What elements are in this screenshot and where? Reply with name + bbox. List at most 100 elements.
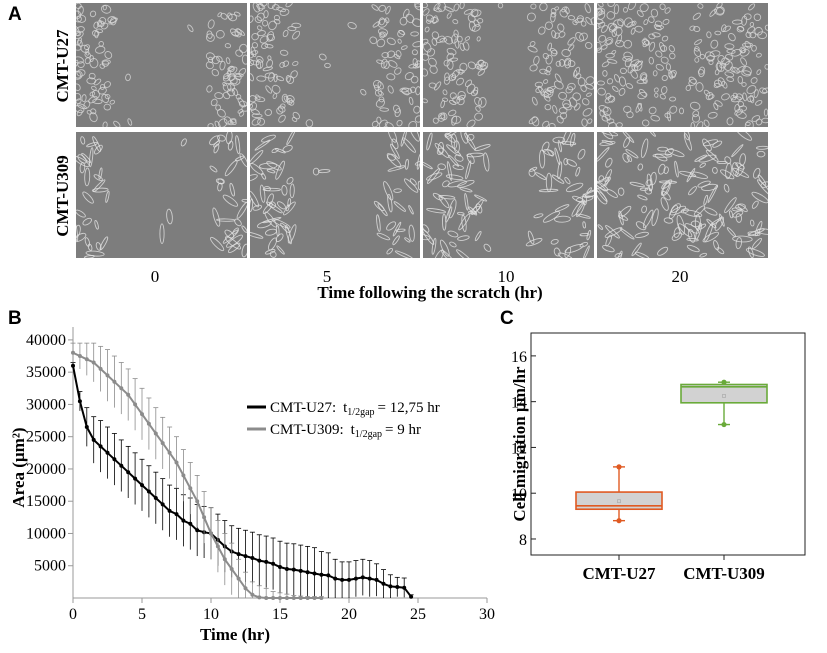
- cell-shape: [705, 92, 714, 101]
- cell-shape: [617, 18, 624, 27]
- cell-shape: [740, 49, 750, 57]
- cell-shape: [563, 103, 572, 111]
- cell-shape: [101, 22, 109, 30]
- cell-shape: [280, 103, 286, 109]
- cell-shape: [748, 246, 754, 258]
- cell-shape: [646, 173, 653, 191]
- data-point: [105, 450, 110, 455]
- cell-shape: [439, 195, 456, 200]
- cell-shape: [76, 56, 84, 64]
- data-point: [167, 450, 172, 455]
- cell-shape: [529, 41, 536, 47]
- cell-shape: [432, 117, 439, 124]
- cell-shape: [213, 140, 220, 148]
- panel-label-a: A: [8, 4, 22, 25]
- cell-shape: [751, 237, 762, 249]
- data-point: [91, 437, 96, 442]
- cell-shape: [547, 149, 554, 157]
- cell-shape: [105, 190, 110, 203]
- cell-shape: [756, 179, 768, 196]
- cell-shape: [584, 3, 591, 14]
- cell-shape: [597, 224, 604, 230]
- cell-shape: [438, 114, 446, 122]
- micrograph-u27-20h: [597, 3, 768, 127]
- cell-shape: [749, 32, 757, 39]
- cell-shape: [731, 144, 744, 158]
- cell-shape: [611, 85, 619, 92]
- cell-shape: [618, 210, 624, 226]
- cell-shape: [637, 91, 648, 100]
- cell-shape: [737, 26, 745, 32]
- cell-shape: [287, 26, 297, 32]
- cell-shape: [216, 108, 226, 118]
- cell-shape: [696, 121, 704, 127]
- cell-shape: [408, 224, 415, 242]
- cell-shape: [234, 218, 242, 227]
- data-point: [271, 596, 276, 600]
- cell-shape: [250, 190, 260, 208]
- cell-shape: [682, 209, 703, 218]
- cell-shape: [76, 92, 82, 101]
- x-tick-label: 20: [341, 606, 357, 623]
- cell-shape: [224, 43, 232, 49]
- cell-shape: [402, 137, 416, 153]
- cell-shape: [597, 21, 606, 28]
- cell-shape: [692, 12, 701, 20]
- cell-shape: [212, 207, 221, 227]
- cell-shape: [378, 96, 385, 103]
- cell-shape: [697, 3, 704, 9]
- cell-shape: [206, 85, 213, 93]
- data-point: [112, 379, 117, 384]
- cell-shape: [456, 96, 465, 106]
- cell-shape: [89, 147, 94, 168]
- cell-shape: [658, 180, 678, 184]
- cell-shape: [210, 98, 218, 107]
- cell-shape: [732, 167, 750, 178]
- data-point: [167, 508, 172, 513]
- cell-shape: [384, 121, 394, 127]
- micrograph-u27-5h: [250, 3, 420, 127]
- cell-shape: [276, 107, 284, 115]
- cell-shape: [693, 205, 706, 217]
- cell-shape: [749, 219, 755, 227]
- cell-shape: [704, 223, 714, 242]
- cell-shape: [647, 16, 655, 23]
- cell-shape: [660, 86, 668, 95]
- cell-shape: [224, 236, 242, 250]
- cell-shape: [268, 72, 275, 82]
- cell-shape: [79, 162, 86, 174]
- cell-shape: [655, 63, 664, 71]
- cell-shape: [239, 153, 247, 168]
- cell-shape: [669, 105, 678, 114]
- cell-shape: [754, 26, 763, 36]
- cell-shape: [423, 68, 429, 77]
- y-tick-label: 5000: [34, 558, 66, 575]
- cell-shape: [432, 15, 438, 24]
- cell-shape: [602, 106, 612, 116]
- cell-shape: [662, 18, 670, 25]
- cell-shape: [601, 44, 608, 50]
- cell-shape: [285, 204, 290, 212]
- cell-shape: [285, 75, 291, 83]
- cell-shape: [267, 33, 275, 41]
- cell-shape: [442, 213, 447, 231]
- cell-shape: [237, 97, 245, 107]
- cell-shape: [753, 167, 761, 179]
- cell-shape: [471, 9, 482, 18]
- cell-shape: [254, 16, 262, 23]
- cell-shape: [378, 4, 386, 12]
- cell-shape: [483, 152, 490, 172]
- data-point: [340, 577, 345, 582]
- cell-shape: [411, 49, 418, 56]
- cell-shape: [252, 3, 261, 13]
- data-point: [181, 518, 186, 523]
- cell-shape: [229, 118, 237, 126]
- cell-shape: [259, 184, 266, 203]
- cell-shape: [414, 3, 420, 8]
- data-point: [209, 531, 213, 536]
- cell-shape: [650, 171, 657, 186]
- cell-shape: [414, 115, 420, 123]
- cell-shape: [82, 217, 92, 226]
- cell-shape: [577, 148, 586, 160]
- cell-shape: [76, 70, 82, 79]
